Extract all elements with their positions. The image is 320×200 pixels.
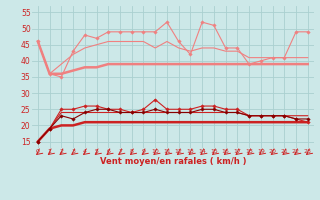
X-axis label: Vent moyen/en rafales ( km/h ): Vent moyen/en rafales ( km/h ) bbox=[100, 157, 246, 166]
